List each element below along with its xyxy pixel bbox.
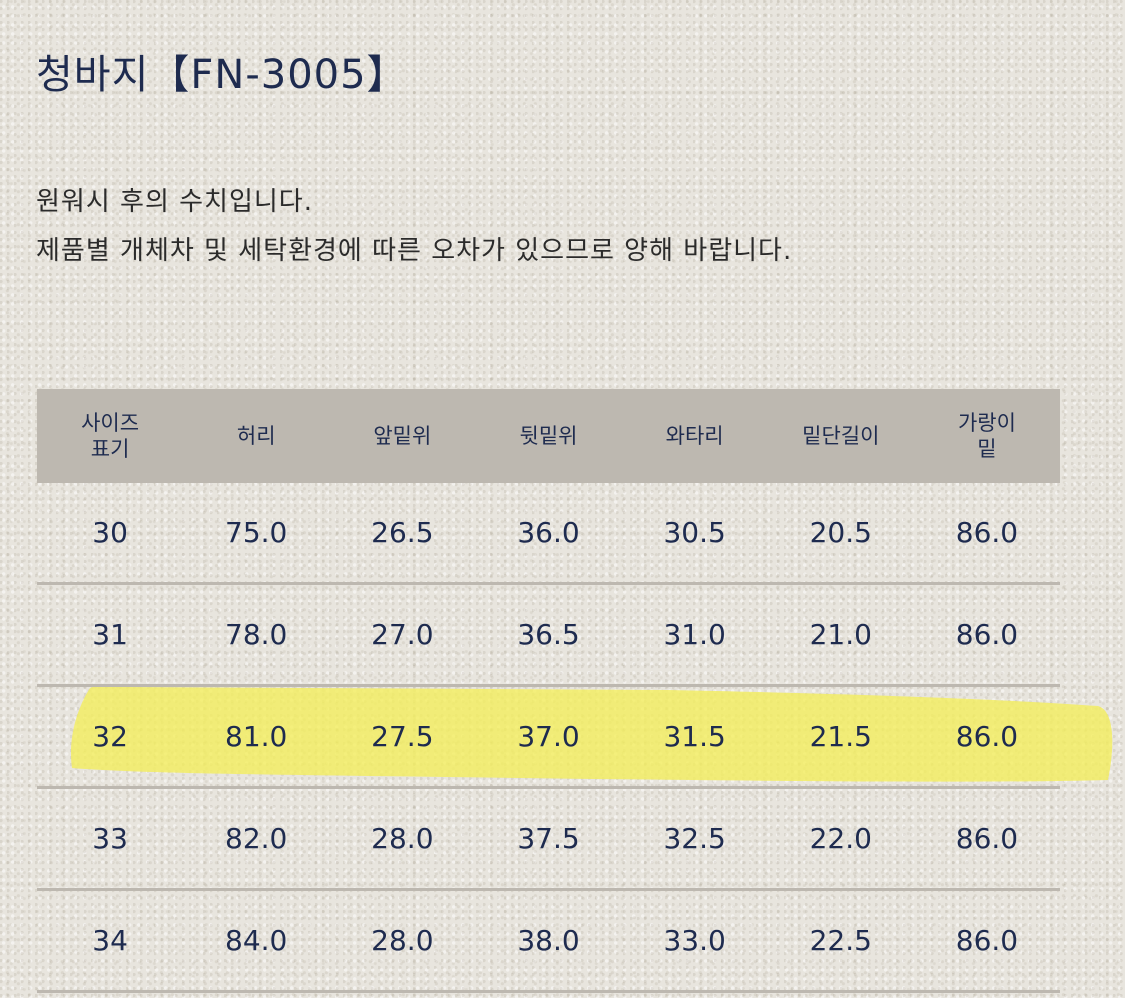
table-cell: 31.0 xyxy=(621,583,768,687)
table-header-row: 사이즈 표기 허리 앞밑위 뒷밑위 와타리 밑단길이 가랑이 밑 xyxy=(37,389,1060,483)
table-cell: 28.0 xyxy=(329,787,476,891)
table-row: 34 84.0 28.0 38.0 33.0 22.5 86.0 xyxy=(37,889,1060,993)
table-cell: 81.0 xyxy=(183,685,330,789)
table-cell: 37.5 xyxy=(475,787,622,891)
table-cell: 22.5 xyxy=(767,889,914,993)
column-header: 앞밑위 xyxy=(329,389,476,483)
table-cell: 86.0 xyxy=(913,483,1060,585)
column-header-line: 와타리 xyxy=(665,424,724,448)
table-cell: 32.5 xyxy=(621,787,768,891)
table-cell: 21.0 xyxy=(767,583,914,687)
table-cell: 86.0 xyxy=(913,583,1060,687)
column-header-line: 허리 xyxy=(236,424,276,448)
table-cell: 86.0 xyxy=(913,787,1060,891)
table-cell: 82.0 xyxy=(183,787,330,891)
table-row: 33 82.0 28.0 37.5 32.5 22.0 86.0 xyxy=(37,787,1060,891)
table-cell: 75.0 xyxy=(183,483,330,585)
column-header-line: 밑단길이 xyxy=(802,424,880,448)
table-cell: 20.5 xyxy=(767,483,914,585)
table-cell: 84.0 xyxy=(183,889,330,993)
table-cell: 78.0 xyxy=(183,583,330,687)
table-cell: 34 xyxy=(37,889,184,993)
table-cell: 36.5 xyxy=(475,583,622,687)
table-cell: 30.5 xyxy=(621,483,768,585)
table-cell: 27.0 xyxy=(329,583,476,687)
column-header: 허리 xyxy=(183,389,330,483)
table-cell: 26.5 xyxy=(329,483,476,585)
table-cell: 86.0 xyxy=(913,685,1060,789)
column-header-line: 밑 xyxy=(977,437,997,461)
table-cell: 33 xyxy=(37,787,184,891)
column-header-line: 뒷밑위 xyxy=(519,424,578,448)
table-cell: 21.5 xyxy=(767,685,914,789)
table-cell: 31.5 xyxy=(621,685,768,789)
column-header-line: 사이즈 xyxy=(81,411,140,435)
table-row: 32 81.0 27.5 37.0 31.5 21.5 86.0 xyxy=(37,685,1060,789)
column-header-line: 가랑이 xyxy=(957,411,1016,435)
table-cell: 38.0 xyxy=(475,889,622,993)
column-header-line: 앞밑위 xyxy=(373,424,432,448)
notice-line-1: 원워시 후의 수치입니다. xyxy=(36,187,313,217)
column-header: 밑단길이 xyxy=(767,389,914,483)
table-cell: 86.0 xyxy=(913,889,1060,993)
table-row: 31 78.0 27.0 36.5 31.0 21.0 86.0 xyxy=(37,583,1060,687)
measurement-notice: 원워시 후의 수치입니다. 제품별 개체차 및 세탁환경에 따른 오차가 있으므… xyxy=(36,178,792,276)
column-header: 뒷밑위 xyxy=(475,389,622,483)
table-cell: 28.0 xyxy=(329,889,476,993)
page-title: 청바지【FN-3005】 xyxy=(36,52,408,98)
column-header: 와타리 xyxy=(621,389,768,483)
table-cell: 37.0 xyxy=(475,685,622,789)
table-cell: 32 xyxy=(37,685,184,789)
table-cell: 36.0 xyxy=(475,483,622,585)
notice-line-2: 제품별 개체차 및 세탁환경에 따른 오차가 있으므로 양해 바랍니다. xyxy=(36,236,793,266)
column-header: 가랑이 밑 xyxy=(913,389,1060,483)
column-header: 사이즈 표기 xyxy=(37,389,184,483)
table-body: 30 75.0 26.5 36.0 30.5 20.5 86.0 31 78.0 27.0 36.5… xyxy=(37,483,1060,993)
table-row: 30 75.0 26.5 36.0 30.5 20.5 86.0 xyxy=(37,483,1060,585)
table-cell: 31 xyxy=(37,583,184,687)
table-cell: 30 xyxy=(37,483,184,585)
column-header-line: 표기 xyxy=(90,437,130,461)
size-table: 사이즈 표기 허리 앞밑위 뒷밑위 와타리 밑단길이 가랑이 밑 30 75.0 26.5 36.0 3… xyxy=(37,389,1060,993)
table-cell: 33.0 xyxy=(621,889,768,993)
table-cell: 27.5 xyxy=(329,685,476,789)
table-cell: 22.0 xyxy=(767,787,914,891)
